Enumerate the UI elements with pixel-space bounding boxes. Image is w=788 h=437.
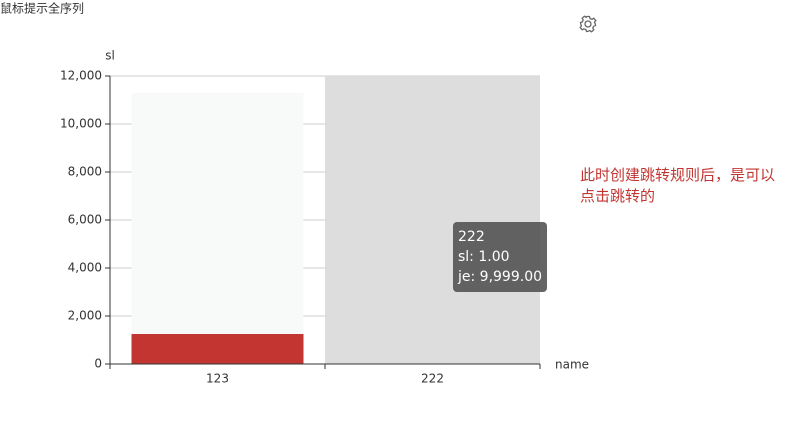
bar (132, 93, 304, 364)
y-tick-label: 0 (94, 357, 102, 371)
x-tick-label: 123 (206, 372, 229, 386)
bar (132, 334, 304, 364)
y-tick-label: 6,000 (68, 213, 102, 227)
hover-shadow (325, 76, 540, 364)
annotation: 此时创建跳转规则后，是可以点击跳转的 (580, 165, 780, 207)
x-tick-label: 222 (421, 372, 444, 386)
y-tick-label: 2,000 (68, 309, 102, 323)
tooltip-title: 222 (458, 227, 542, 247)
y-tick-label: 10,000 (60, 117, 102, 131)
settings-icon[interactable] (580, 16, 596, 32)
y-tick-label: 8,000 (68, 165, 102, 179)
tooltip-line: je: 9,999.00 (458, 267, 542, 287)
tooltip: 222 sl: 1.00 je: 9,999.00 (453, 222, 547, 292)
tooltip-line: sl: 1.00 (458, 247, 542, 267)
chart-title: 鼠标提示全序列 (0, 1, 84, 16)
y-axis-name: sl (105, 49, 115, 63)
x-axis-name: name (555, 358, 589, 372)
y-tick-label: 4,000 (68, 261, 102, 275)
y-tick-label: 12,000 (60, 69, 102, 83)
